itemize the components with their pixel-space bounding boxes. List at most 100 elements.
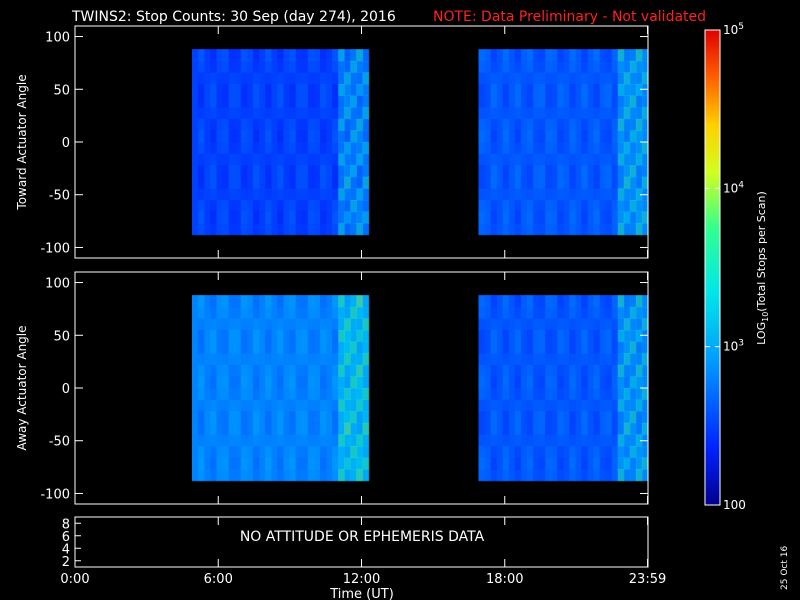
heat-cell <box>234 60 242 73</box>
heat-cell <box>210 200 217 213</box>
heat-cell <box>362 95 370 108</box>
heat-cell <box>635 49 643 62</box>
heat-cell <box>496 176 504 189</box>
heat-cell <box>228 165 236 178</box>
heat-cell <box>635 188 643 201</box>
heat-cell <box>490 200 498 213</box>
heat-cell <box>332 330 339 343</box>
heat-cell <box>265 49 272 62</box>
heat-cell <box>332 434 339 447</box>
heat-cell <box>635 165 643 178</box>
heat-cell <box>246 72 254 85</box>
heat-cell <box>569 84 576 97</box>
heat-cell <box>228 376 236 389</box>
heat-cell <box>326 330 333 343</box>
heat-cell <box>344 60 351 73</box>
heat-cell <box>593 130 601 143</box>
heat-cell <box>502 165 510 178</box>
heat-cell <box>599 457 607 470</box>
heat-cell <box>204 95 211 108</box>
heat-cell <box>252 422 260 435</box>
heat-cell <box>191 388 199 401</box>
heat-cell <box>617 72 625 85</box>
heat-cell <box>496 60 504 73</box>
heat-cell <box>313 399 321 412</box>
heat-cell <box>581 364 588 377</box>
heat-cell <box>283 295 290 308</box>
heat-cell <box>265 376 272 389</box>
heat-cell <box>593 341 601 354</box>
heat-cell <box>295 353 303 366</box>
heat-cell <box>216 295 223 308</box>
heat-cell <box>514 188 522 201</box>
heat-cell <box>216 446 223 459</box>
heat-cell <box>240 376 248 389</box>
heat-cell <box>484 388 492 401</box>
heat-cell <box>338 399 345 412</box>
heat-cell <box>265 422 272 435</box>
heat-cell <box>539 353 546 366</box>
heat-cell <box>623 118 631 131</box>
heat-cell <box>581 469 588 482</box>
heat-cell <box>575 84 582 97</box>
heat-cell <box>569 72 576 85</box>
heat-cell <box>277 72 284 85</box>
heat-cell <box>198 364 205 377</box>
heat-cell <box>502 49 510 62</box>
heat-cell <box>502 318 510 331</box>
heat-cell <box>240 446 248 459</box>
heat-cell <box>338 422 345 435</box>
heat-cell <box>344 165 351 178</box>
heat-cell <box>532 330 540 343</box>
heat-cell <box>350 457 357 470</box>
heat-cell <box>350 95 357 108</box>
heat-cell <box>362 60 370 73</box>
heat-cell <box>563 376 570 389</box>
heat-cell <box>216 49 223 62</box>
heat-cell <box>259 399 266 412</box>
heat-cell <box>191 376 199 389</box>
heat-cell <box>332 107 339 120</box>
heat-cell <box>265 176 272 189</box>
heat-cell <box>484 60 492 73</box>
heat-cell <box>277 200 284 213</box>
heat-cell <box>277 330 284 343</box>
heat-cell <box>563 295 570 308</box>
heat-cell <box>265 84 272 97</box>
heat-cell <box>191 200 199 213</box>
heat-cell <box>641 341 649 354</box>
heat-cell <box>557 341 564 354</box>
heat-cell <box>641 130 649 143</box>
heat-cell <box>265 446 272 459</box>
heat-cell <box>611 49 619 62</box>
heat-cell <box>234 411 242 424</box>
heat-cell <box>623 457 631 470</box>
heat-cell <box>508 130 516 143</box>
heat-cell <box>539 130 546 143</box>
heat-cell <box>240 211 248 224</box>
heat-cell <box>289 165 297 178</box>
heat-cell <box>545 176 552 189</box>
heat-cell <box>539 84 546 97</box>
heat-cell <box>350 49 357 62</box>
heat-cell <box>210 84 217 97</box>
heat-cell <box>210 72 217 85</box>
heat-cell <box>271 118 278 131</box>
heat-cell <box>246 422 254 435</box>
heat-cell <box>259 95 266 108</box>
heat-cell <box>234 399 242 412</box>
heat-cell <box>216 306 223 319</box>
heat-cell <box>301 399 309 412</box>
heat-cell <box>271 95 278 108</box>
heat-cell <box>611 84 619 97</box>
heat-cell <box>599 49 607 62</box>
heat-cell <box>569 95 576 108</box>
heat-cell <box>271 306 278 319</box>
heat-cell <box>198 49 205 62</box>
heat-cell <box>502 376 510 389</box>
heat-cell <box>605 434 613 447</box>
heat-cell <box>216 107 223 120</box>
heat-cell <box>563 200 570 213</box>
heat-cell <box>356 376 364 389</box>
